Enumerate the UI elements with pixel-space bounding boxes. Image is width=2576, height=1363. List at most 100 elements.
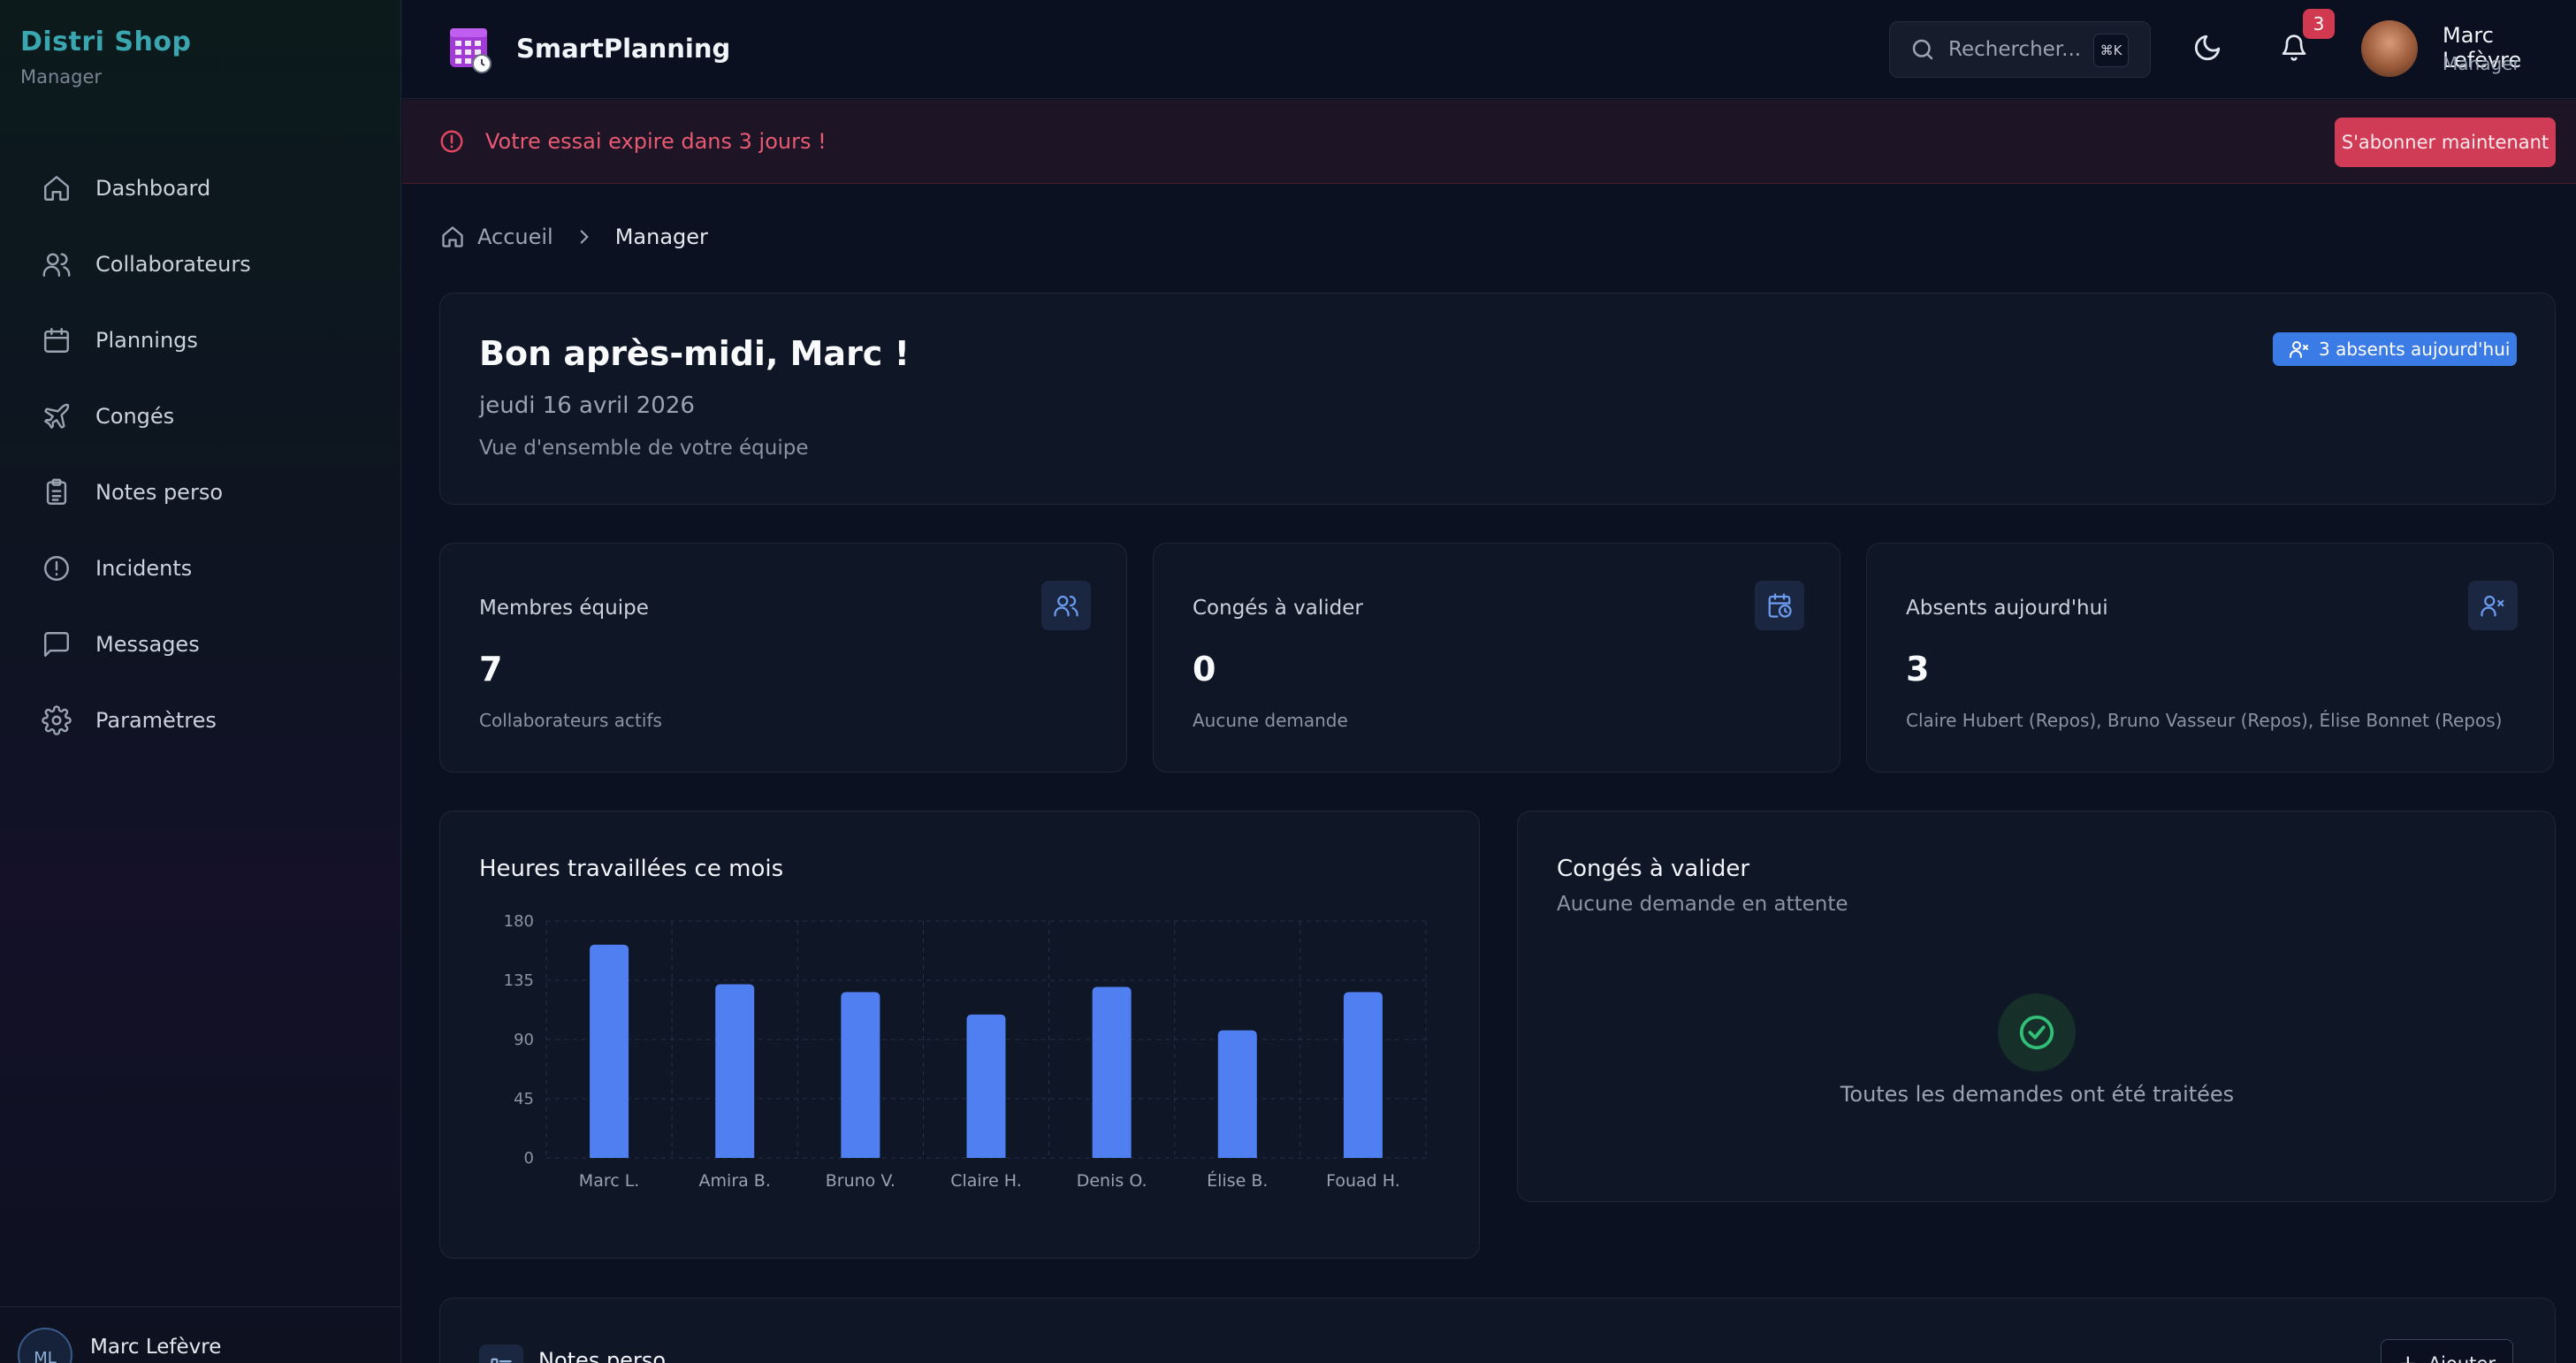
message-icon (41, 628, 72, 660)
top-header: SmartPlanning Rechercher... ⌘K 3 Marc Le… (402, 0, 2576, 99)
empty-state-text: Toutes les demandes ont été traitées (1840, 1082, 2235, 1107)
sidebar-item-label: Messages (95, 632, 200, 657)
y-tick-label: 45 (514, 1090, 534, 1108)
chart-bar (841, 992, 880, 1158)
calendar-clock-icon (1755, 581, 1804, 630)
search-icon (1909, 36, 1936, 63)
users-icon (1041, 581, 1091, 630)
pending-leaves-card: Congés à valider Aucune demande en atten… (1517, 811, 2556, 1202)
x-tick-label: Fouad H. (1326, 1171, 1400, 1191)
theme-toggle-button[interactable] (2188, 30, 2227, 69)
brand-name: Distri Shop (20, 27, 192, 57)
sidebar-item-label: Congés (95, 404, 175, 429)
calendar-icon (41, 324, 72, 356)
app-title: SmartPlanning (516, 34, 731, 64)
user-x-icon (2289, 339, 2310, 360)
sidebar-item-collaborateurs[interactable]: Collaborateurs (0, 226, 401, 302)
brand-role: Manager (20, 66, 103, 88)
users-icon (41, 248, 72, 280)
page-title: Bon après-midi, Marc ! (479, 334, 910, 373)
stat-label: Congés à valider (1193, 597, 1363, 620)
sidebar-item-incidents[interactable]: Incidents (0, 530, 401, 606)
stat-sub: Claire Hubert (Repos), Bruno Vasseur (Re… (1906, 710, 2503, 731)
stat-value: 0 (1193, 650, 1216, 689)
x-tick-label: Bruno V. (826, 1171, 896, 1191)
leave-panel-title: Congés à valider (1557, 856, 1750, 882)
absent-badge[interactable]: 3 absents aujourd'hui (2273, 332, 2517, 366)
sidebar-item-notes-perso[interactable]: Notes perso (0, 454, 401, 530)
sidebar-item-dashboard[interactable]: Dashboard (0, 150, 401, 226)
sidebar-nav: Dashboard Collaborateurs Plannings Congé… (0, 150, 401, 758)
sidebar-item-parametres[interactable]: Paramètres (0, 682, 401, 758)
sidebar-user[interactable]: ML Marc Lefèvre (18, 1328, 221, 1363)
y-tick-label: 180 (504, 912, 534, 931)
sidebar-item-conges[interactable]: Congés (0, 378, 401, 454)
chevron-right-icon (573, 225, 596, 248)
sidebar: Distri Shop Manager Dashboard Collaborat… (0, 0, 401, 1363)
add-note-button[interactable]: + Ajouter (2381, 1339, 2513, 1363)
gear-icon (41, 704, 72, 736)
x-tick-label: Élise B. (1207, 1170, 1268, 1191)
stat-value: 3 (1906, 650, 1930, 689)
x-tick-label: Amira B. (699, 1171, 771, 1191)
subscribe-button[interactable]: S'abonner maintenant (2335, 118, 2556, 167)
hours-chart-card: Heures travaillées ce mois 0 45 90 135 180 Ma… (439, 811, 1480, 1259)
sidebar-item-messages[interactable]: Messages (0, 606, 401, 682)
stat-sub: Collaborateurs actifs (479, 710, 662, 731)
sidebar-item-label: Incidents (95, 556, 193, 581)
sidebar-item-label: Dashboard (95, 176, 211, 201)
welcome-subtitle: Vue d'ensemble de votre équipe (479, 437, 809, 460)
sidebar-item-plannings[interactable]: Plannings (0, 302, 401, 378)
x-tick-label: Denis O. (1077, 1171, 1147, 1191)
notes-card: Notes perso + Ajouter (439, 1298, 2556, 1363)
sidebar-item-label: Notes perso (95, 480, 223, 505)
alert-circle-icon (41, 552, 72, 584)
sidebar-user-name: Marc Lefèvre (90, 1336, 222, 1359)
stat-label: Absents aujourd'hui (1906, 597, 2108, 620)
sidebar-item-label: Paramètres (95, 708, 217, 733)
chart-bar (1092, 986, 1132, 1158)
stat-label: Membres équipe (479, 597, 649, 620)
header-user-name[interactable]: Marc Lefèvre (2443, 23, 2522, 72)
chart-bar (1217, 1030, 1257, 1158)
stat-value: 7 (479, 650, 503, 689)
stat-sub: Aucune demande (1193, 710, 1348, 731)
stat-card-leaves: Congés à valider 0 Aucune demande (1153, 543, 1841, 773)
breadcrumb-home[interactable]: Accueil (477, 225, 553, 249)
home-icon (41, 172, 72, 204)
chart-bar (1343, 992, 1383, 1158)
add-note-label: Ajouter (2428, 1353, 2496, 1363)
sidebar-item-label: Collaborateurs (95, 252, 251, 277)
trial-banner: Votre essai expire dans 3 jours ! S'abon… (402, 100, 2576, 184)
chart-title: Heures travaillées ce mois (479, 856, 784, 882)
notifications-button[interactable] (2275, 30, 2313, 69)
chart-bar (715, 984, 755, 1158)
header-user-role: Manager (2443, 53, 2520, 74)
y-tick-label: 90 (514, 1031, 534, 1049)
x-tick-label: Claire H. (950, 1171, 1022, 1191)
absent-badge-label: 3 absents aujourd'hui (2319, 339, 2511, 360)
hours-bar-chart: 0 45 90 135 180 Marc L. Amira B. Bruno V. Claire… (504, 912, 1427, 1191)
alert-circle-icon (438, 128, 467, 156)
notification-badge: 3 (2303, 9, 2335, 39)
search-input[interactable]: Rechercher... ⌘K (1889, 21, 2151, 78)
plus-icon: + (2398, 1351, 2418, 1363)
sidebar-divider (0, 1306, 401, 1307)
user-x-icon (2468, 581, 2518, 630)
plane-icon (41, 400, 72, 432)
notes-title: Notes perso (538, 1348, 666, 1363)
moon-icon (2192, 33, 2222, 66)
stat-card-absents: Absents aujourd'hui 3 Claire Hubert (Rep… (1866, 543, 2554, 773)
y-tick-label: 0 (524, 1149, 534, 1168)
trial-text: Votre essai expire dans 3 jours ! (485, 129, 827, 154)
breadcrumb: Accueil Manager (440, 225, 708, 249)
leave-panel-subtitle: Aucune demande en attente (1557, 893, 1848, 916)
y-tick-label: 135 (504, 971, 534, 990)
sidebar-item-label: Plannings (95, 328, 198, 353)
search-placeholder: Rechercher... (1948, 38, 2082, 61)
clipboard-icon (41, 476, 72, 508)
avatar[interactable] (2361, 20, 2418, 77)
list-icon (479, 1344, 523, 1363)
avatar: ML (18, 1328, 72, 1363)
chart-bar (966, 1014, 1006, 1158)
